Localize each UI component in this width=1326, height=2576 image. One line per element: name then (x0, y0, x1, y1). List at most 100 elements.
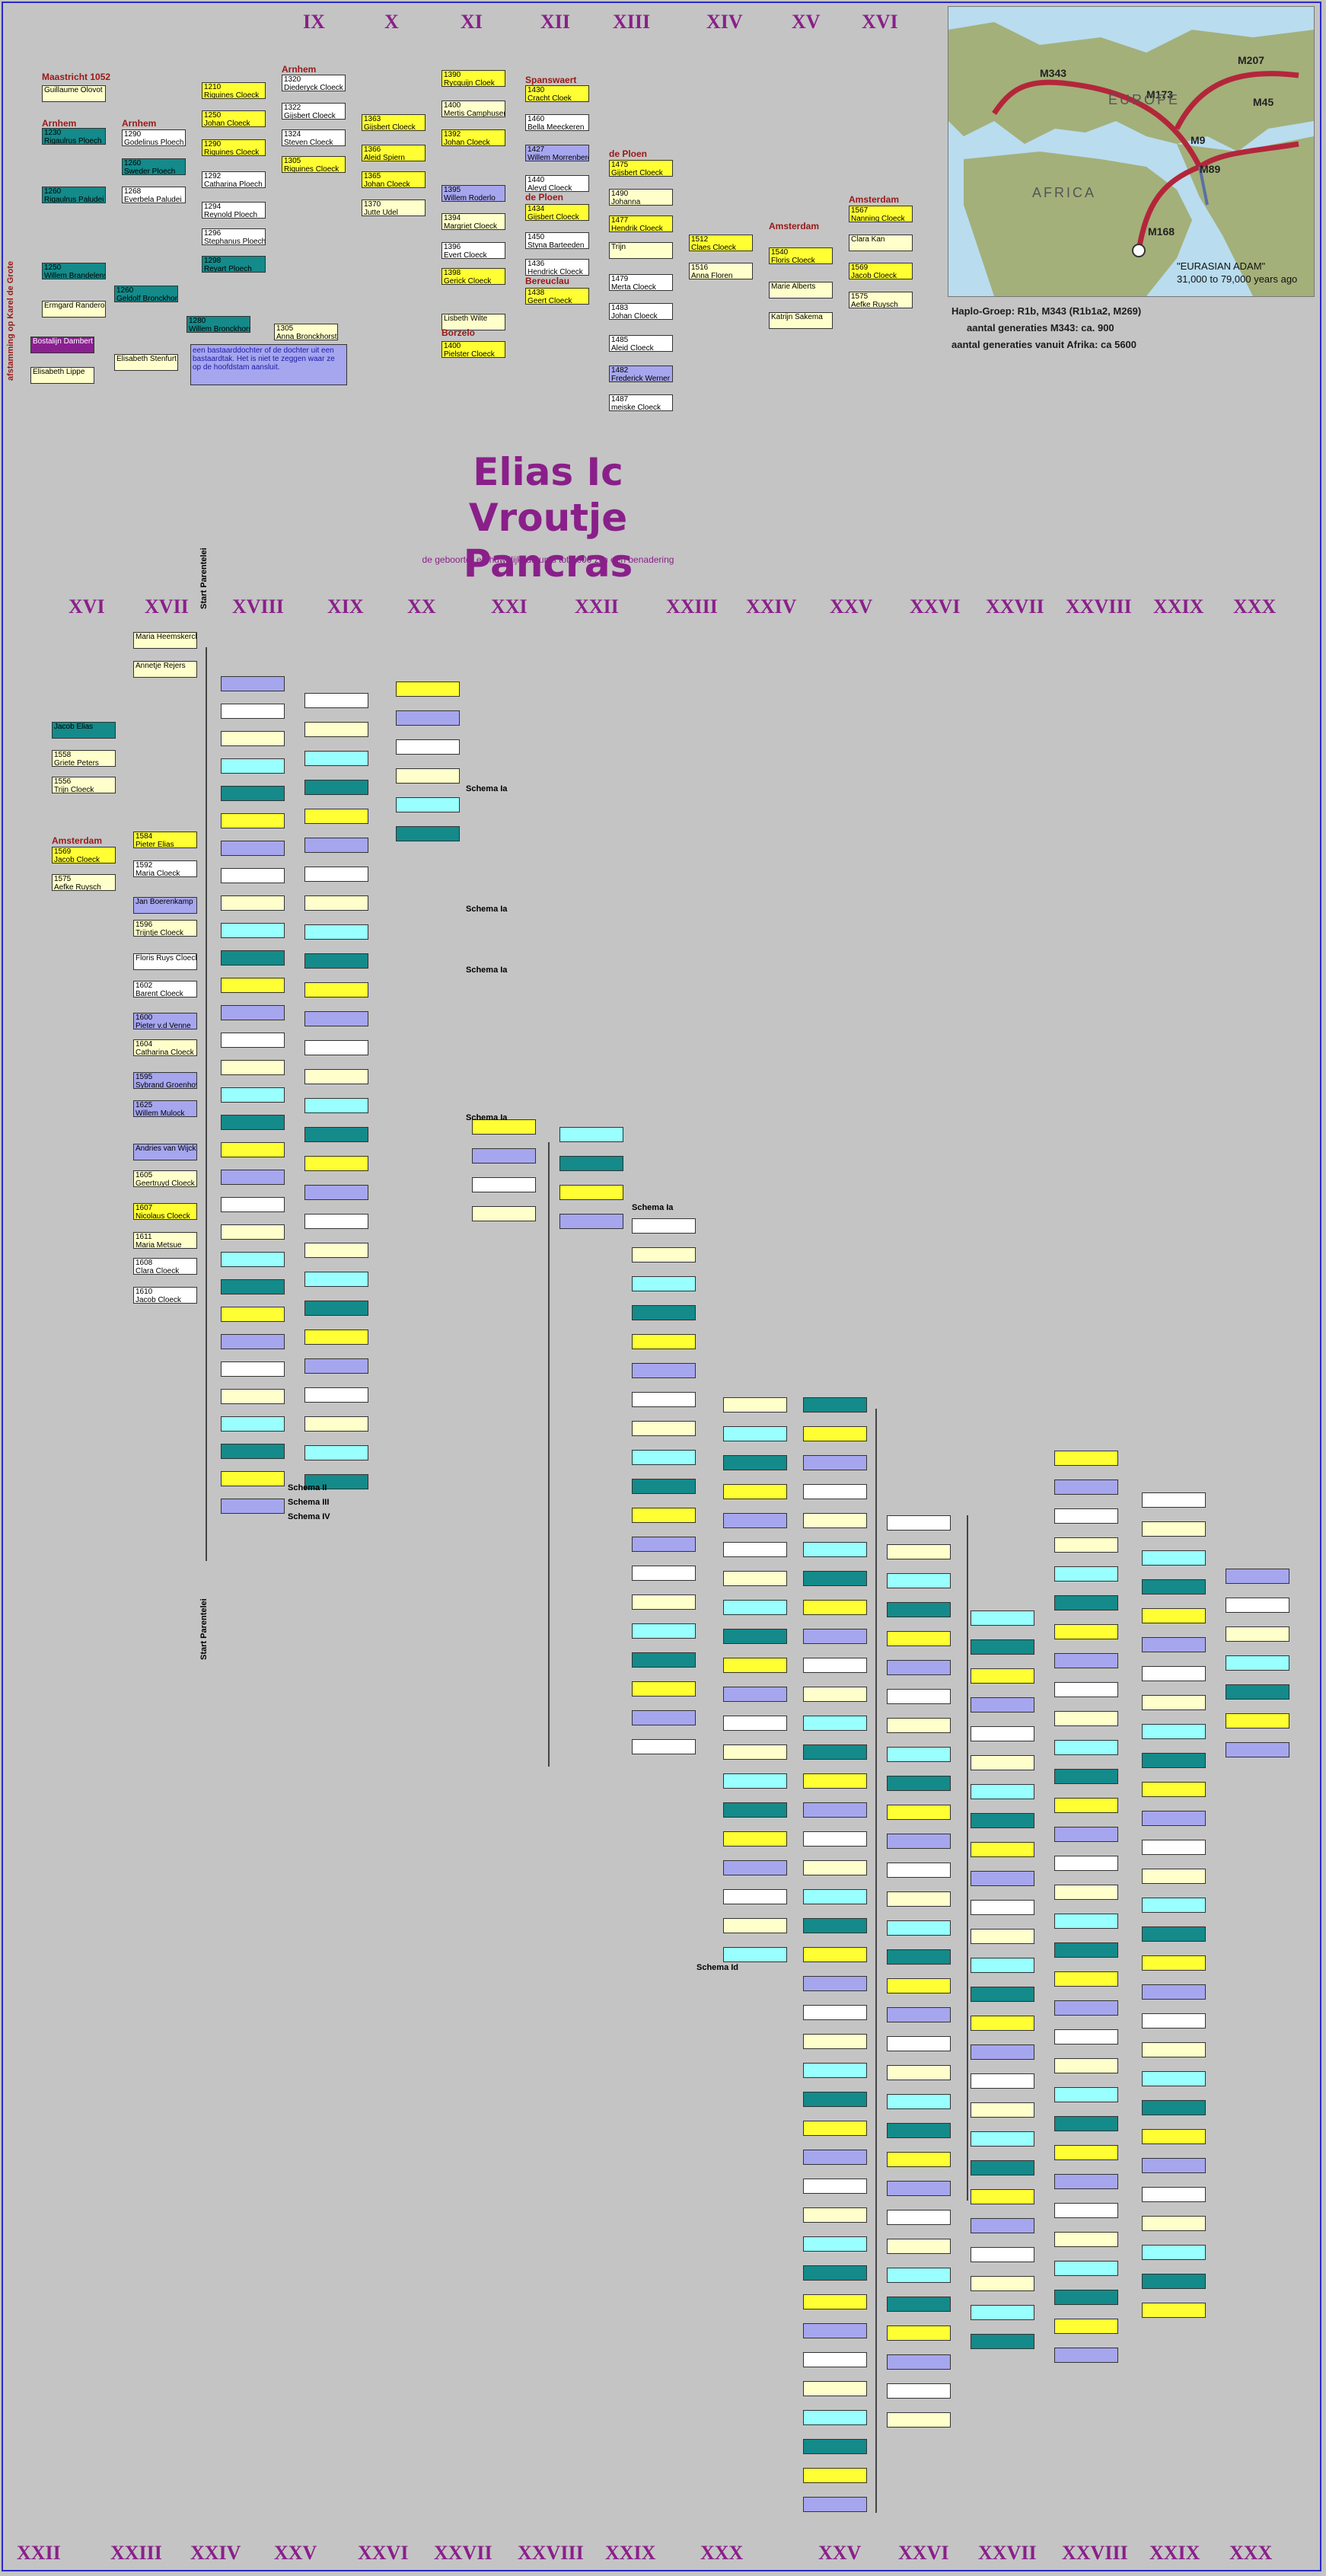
tree-box (803, 1687, 867, 1702)
tree-box (887, 1660, 951, 1675)
schema-label: Schema Ia (466, 905, 508, 914)
person-box: Bostalijn Dambert (30, 337, 94, 353)
tree-box (221, 676, 285, 691)
tree-box (221, 1087, 285, 1103)
tree-box (221, 786, 285, 801)
route-north (1174, 71, 1299, 130)
tree-box (221, 704, 285, 719)
person-name: Griete Peters (54, 759, 99, 767)
person-name: Willem Bronckhorst (189, 325, 250, 333)
person-box: 1438 Geert Cloeck (525, 288, 589, 305)
roman-top-5: XIV (706, 11, 743, 33)
tree-box (304, 1301, 368, 1316)
tree-box (803, 1629, 867, 1644)
person-name: Trijn Cloeck (54, 786, 94, 793)
person-box: Maria Heemskerck (133, 632, 197, 649)
person-name: Gijsbert Cloeck (284, 112, 336, 120)
person-box: 1396 Evert Cloeck (441, 242, 505, 259)
tree-box (803, 2468, 867, 2483)
tree-box (887, 2210, 951, 2225)
tree-box (1142, 2013, 1206, 2029)
person-name: Ermgard Randerode (44, 302, 105, 310)
schema-label: Schema Id (696, 1963, 739, 1972)
person-box: 1298 Reyart Ploech (202, 256, 266, 273)
tree-box (971, 2189, 1034, 2204)
tree-box (803, 1831, 867, 1847)
person-name: Gerick Cloeck (444, 277, 492, 285)
tree-box (723, 1860, 787, 1875)
tree-box (887, 1515, 951, 1531)
tree-box (1142, 2216, 1206, 2231)
person-box: 1516 Anna Floren (689, 263, 753, 279)
person-box: 1558 Griete Peters (52, 750, 116, 767)
tree-box (632, 1218, 696, 1234)
tree-box (723, 1744, 787, 1760)
roman-mid-8: XXIV (746, 595, 797, 618)
person-name: meiske Cloeck (611, 404, 661, 411)
tree-box (723, 1600, 787, 1615)
person-box: 1363 Gijsbert Cloeck (362, 114, 426, 131)
roman-top-7: XVI (862, 11, 898, 33)
tree-box (971, 2160, 1034, 2175)
tree-box (1142, 1869, 1206, 1884)
person-name: Steven Cloeck (284, 139, 333, 146)
tree-box (803, 2410, 867, 2425)
tree-box (1054, 1971, 1118, 1987)
tree-box (723, 1947, 787, 1962)
tree-box (723, 1571, 787, 1586)
map-label-m173: M173 (1146, 88, 1173, 101)
person-name: Nanning Cloeck (851, 215, 905, 222)
person-year: 1260 (116, 286, 134, 295)
city-label: Spanswaert (525, 75, 577, 85)
roman-mid-2: XVIII (232, 595, 284, 618)
roman-bot-4: XXVI (358, 2542, 409, 2564)
tree-box (396, 710, 460, 726)
tree-box (632, 1305, 696, 1320)
tree-box (221, 978, 285, 993)
tree-box (971, 2334, 1034, 2349)
tree-box (971, 2131, 1034, 2147)
roman-mid-0: XVI (69, 595, 105, 618)
city-label: Maastricht 1052 (42, 72, 111, 82)
city-label: Borzelo (441, 327, 476, 338)
tree-box (1142, 1926, 1206, 1942)
person-year: 1575 (851, 292, 869, 301)
tree-box (221, 1279, 285, 1294)
tree-box (803, 1918, 867, 1933)
africa-land (964, 152, 1192, 296)
tree-box (1142, 2071, 1206, 2086)
tree-box (396, 797, 460, 812)
tree-box (1054, 2261, 1118, 2276)
tree-box (1142, 2158, 1206, 2173)
tree-box (304, 693, 368, 708)
tree-box (221, 1252, 285, 1267)
branch-line-1 (548, 1142, 550, 1767)
tree-box (803, 1397, 867, 1412)
branch-line-2 (875, 1409, 877, 2513)
tree-box (887, 2354, 951, 2370)
person-year: 1390 (444, 71, 461, 79)
person-name: Willem Morrenberg (528, 154, 589, 161)
person-name: Sybrand Groenhoven (135, 1081, 196, 1089)
person-year: 1290 (124, 130, 142, 139)
tree-box (803, 2497, 867, 2512)
tree-box (632, 1276, 696, 1291)
person-box: 1604 Catharina Cloeck (133, 1039, 197, 1056)
tree-box (221, 1142, 285, 1157)
person-name: Gijsbert Cloeck (528, 213, 579, 221)
tree-box (1054, 2319, 1118, 2334)
tree-box (723, 1802, 787, 1818)
person-name: Clara Cloeck (135, 1267, 180, 1275)
person-box: 1305 Riquines Cloeck (282, 156, 346, 173)
tree-box (304, 953, 368, 969)
tree-box (887, 1834, 951, 1849)
person-name: Nicolaus Cloeck (135, 1212, 190, 1220)
tree-box (971, 1842, 1034, 1857)
city-label: de Ploen (525, 192, 564, 203)
tree-box (723, 1513, 787, 1528)
person-year: 1605 (135, 1171, 153, 1179)
map-label-m45: M45 (1253, 96, 1273, 108)
person-box: 1230 Rigaulrus Ploech (42, 128, 106, 145)
person-box: 1260 Geldolf Bronckhorst (114, 286, 178, 302)
schema-label: Schema III (288, 1498, 330, 1507)
